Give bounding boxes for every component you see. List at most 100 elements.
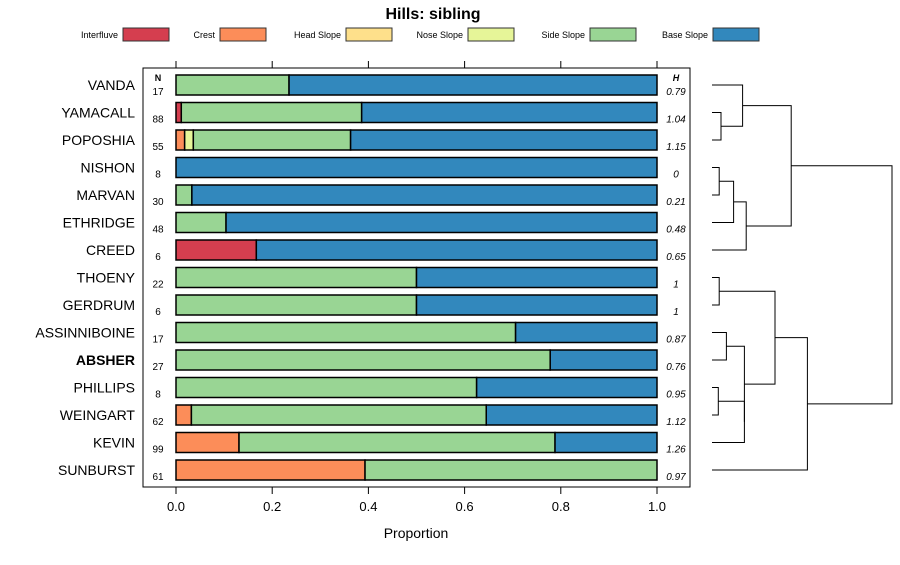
dendrogram-branch [726, 345, 745, 422]
legend-item: Head Slope [294, 27, 393, 42]
h-value: 0.76 [666, 362, 686, 373]
n-value: 55 [152, 142, 164, 153]
legend-swatch [712, 27, 760, 42]
bar-segment-base-slope [475, 376, 658, 399]
x-tick-label: 0.0 [167, 499, 185, 514]
bar-segment-base-slope [485, 404, 658, 426]
dendrogram [712, 84, 893, 471]
legend-label: Head Slope [294, 30, 341, 40]
category-row: ABSHER 27 0.76 [76, 349, 686, 373]
category-row: THOENY 22 1 [77, 266, 679, 291]
category-row: SUNBURST 61 0.97 [58, 459, 686, 483]
x-tick-label: 0.2 [263, 499, 281, 514]
category-row: WEINGART 62 1.12 [60, 404, 686, 428]
bar-segment-side-slope [175, 376, 478, 399]
bar-segment-side-slope [238, 431, 556, 454]
legend-label: Nose Slope [416, 30, 463, 40]
h-value: 1 [673, 280, 679, 291]
n-value: 88 [152, 115, 164, 126]
chart-title: Hills: sibling [385, 6, 480, 23]
bar-segment-nose-slope [183, 129, 195, 151]
dendrogram-branch [719, 290, 776, 385]
legend-label: Side Slope [541, 30, 585, 40]
legend-swatch [467, 27, 515, 42]
dendrogram-branch [712, 277, 720, 306]
bar-segment-interfluve [175, 101, 183, 124]
category-label: CREED [86, 242, 135, 258]
legend-label: Interfluve [81, 30, 118, 40]
legend-swatch [219, 27, 267, 42]
bar-segment-base-slope [288, 74, 658, 96]
n-value: 17 [152, 87, 164, 98]
bar-segment-base-slope [415, 294, 658, 316]
category-label: PHILLIPS [74, 380, 135, 396]
legend-swatch [589, 27, 637, 42]
category-label: ASSINNIBOINE [35, 325, 135, 341]
h-value: 0.21 [666, 197, 685, 208]
bar-segment-interfluve [175, 239, 258, 261]
h-value: 1 [673, 307, 679, 318]
legend: Interfluve Crest Head Slope Nose Slope Side … [81, 27, 760, 42]
bar-segment-side-slope [175, 266, 418, 289]
bar-segment-base-slope [349, 129, 658, 151]
legend-item: Crest [193, 27, 267, 42]
bar-segment-side-slope [175, 184, 193, 206]
n-value: 48 [152, 225, 164, 236]
dendrogram-branch [742, 105, 792, 227]
bar-segment-side-slope [175, 294, 418, 316]
n-value: 8 [155, 390, 161, 401]
category-row: POPOSHIA 55 1.15 [62, 129, 686, 153]
bar-segment-base-slope [554, 431, 658, 454]
x-tick-label: 0.6 [456, 499, 474, 514]
h-value: 0.65 [666, 252, 686, 263]
n-value: 22 [152, 280, 164, 291]
bar-segment-crest [175, 404, 193, 426]
category-row: ASSINNIBOINE 17 0.87 [35, 321, 686, 346]
bar-segment-side-slope [364, 459, 658, 481]
n-value: 30 [152, 197, 164, 208]
category-row: GERDRUM 6 1 [63, 294, 679, 318]
x-axis: 0.0 0.2 0.4 0.6 0.8 1.0 [167, 61, 666, 514]
category-row: KEVIN 99 1.26 [93, 431, 686, 456]
h-value: 0.87 [666, 335, 686, 346]
h-value: 0.95 [666, 390, 686, 401]
bar-segment-side-slope [180, 101, 363, 124]
bar-segment-crest [175, 129, 186, 151]
n-value: 27 [152, 362, 164, 373]
category-label: VANDA [88, 77, 136, 93]
h-value: 1.12 [666, 417, 686, 428]
dendrogram-branch [712, 332, 727, 361]
x-axis-label: Proportion [384, 525, 449, 541]
dendrogram-branch [712, 400, 745, 443]
bar-segment-base-slope [175, 156, 658, 179]
legend-label: Base Slope [662, 30, 708, 40]
category-label: GERDRUM [63, 297, 135, 313]
category-row: VANDA 17 0.79 [88, 74, 686, 98]
n-value: 8 [155, 170, 161, 181]
n-value: 62 [152, 417, 164, 428]
x-tick-label: 1.0 [648, 499, 666, 514]
bar-segment-base-slope [415, 266, 658, 289]
bar-segment-base-slope [225, 211, 658, 234]
category-label: THOENY [77, 270, 136, 286]
category-row: ETHRIDGE 48 0.48 [63, 211, 686, 236]
n-value: 61 [152, 472, 164, 483]
h-value: 1.15 [666, 142, 686, 153]
category-row: YAMACALL 88 1.04 [61, 101, 686, 126]
dendrogram-branch [712, 112, 722, 141]
dendrogram-branch [712, 180, 735, 223]
category-label: ABSHER [76, 352, 135, 368]
category-row: PHILLIPS 8 0.95 [74, 376, 686, 401]
x-tick-label: 0.8 [552, 499, 570, 514]
bar-segment-base-slope [514, 321, 658, 344]
h-value: 0.48 [666, 225, 686, 236]
legend-swatch [122, 27, 170, 42]
n-value: 99 [152, 445, 164, 456]
bar-segment-base-slope [549, 349, 658, 371]
n-value: 6 [155, 252, 161, 263]
legend-item: Side Slope [541, 27, 637, 42]
dendrogram-branch [712, 84, 744, 127]
bar-segment-side-slope [190, 404, 487, 426]
